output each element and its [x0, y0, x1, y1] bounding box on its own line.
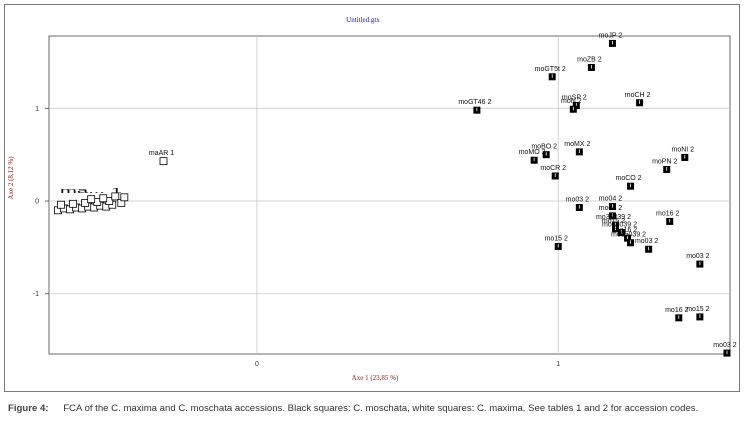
point-label: moBO 2	[531, 144, 557, 151]
point-label: mo04 2	[599, 196, 622, 203]
point-label: moNI 2	[672, 146, 695, 153]
point-label: moJP 2	[599, 32, 623, 39]
x-tick-label: 1	[556, 361, 560, 368]
point-label: mo16 2	[656, 210, 679, 217]
point-label: mo03 2	[566, 197, 589, 204]
point-label: moGT46 2	[458, 99, 491, 106]
point-label: mo04 2	[599, 205, 622, 212]
point-label: mo15 2	[602, 218, 625, 225]
y-tick-label: 0	[35, 199, 39, 206]
point-label: moMX 2	[564, 141, 590, 148]
point-label: mo35039 2	[602, 222, 637, 229]
maxima-point	[57, 200, 65, 209]
plot-area	[48, 35, 731, 355]
figure-caption: Figure 4: FCA of the C. maxima and C. mo…	[8, 403, 741, 414]
maxima-point	[120, 193, 129, 202]
point-label: moZB 2	[577, 57, 602, 64]
point-label: mo35039 2	[596, 214, 631, 221]
chart: Untitled.gtx 0 1 1 0 -1 moJP 2 moZB 2 moGT5t 2…	[7, 16, 737, 382]
point-label: moCH 2	[625, 92, 651, 99]
point-label: moGT5t 2	[535, 66, 566, 73]
point-label: moMO 2	[519, 149, 546, 156]
maxima-point	[111, 192, 120, 201]
y-tick-label: -1	[33, 291, 39, 298]
point-label: mo15 2	[545, 235, 568, 242]
point-label: maAR 1	[149, 150, 174, 157]
point-label: moSP 2	[562, 95, 587, 102]
maxima-point	[69, 199, 78, 208]
point-label: mo16 2	[665, 307, 688, 314]
point-label: mo03 2	[713, 342, 736, 349]
point-label: moCR 2	[540, 165, 566, 172]
point-label: moCO 2	[616, 175, 642, 182]
point-label: moN 2	[561, 98, 582, 105]
grid-lines	[49, 36, 730, 354]
point-label: mo35039 2	[611, 232, 646, 239]
chart-title: Untitled.gtx	[346, 16, 380, 24]
caption-label: Figure 4:	[8, 403, 49, 414]
cluster-overlap-label: ma... 1	[60, 188, 122, 195]
y-tick-label: 1	[35, 106, 39, 113]
point-label: mo15 2	[686, 306, 709, 313]
x-tick-label: 0	[255, 361, 259, 368]
caption-text: FCA of the C. maxima and C. moschata acc…	[63, 403, 699, 414]
point-label: moPN 2	[652, 159, 677, 166]
point-label: mo16 2	[614, 227, 637, 234]
maxima-point	[87, 195, 96, 204]
y-axis-label: Axe 2 (8,12 %)	[7, 156, 15, 200]
maxima-point	[99, 194, 108, 203]
point-label: mo03 2	[635, 238, 658, 245]
axis-ticks: 0 1 1 0 -1	[33, 106, 561, 368]
point-label: mo03 2	[686, 253, 709, 260]
x-axis-label: Axe 1 (23,85 %)	[352, 374, 399, 382]
maxima-point	[159, 157, 168, 166]
